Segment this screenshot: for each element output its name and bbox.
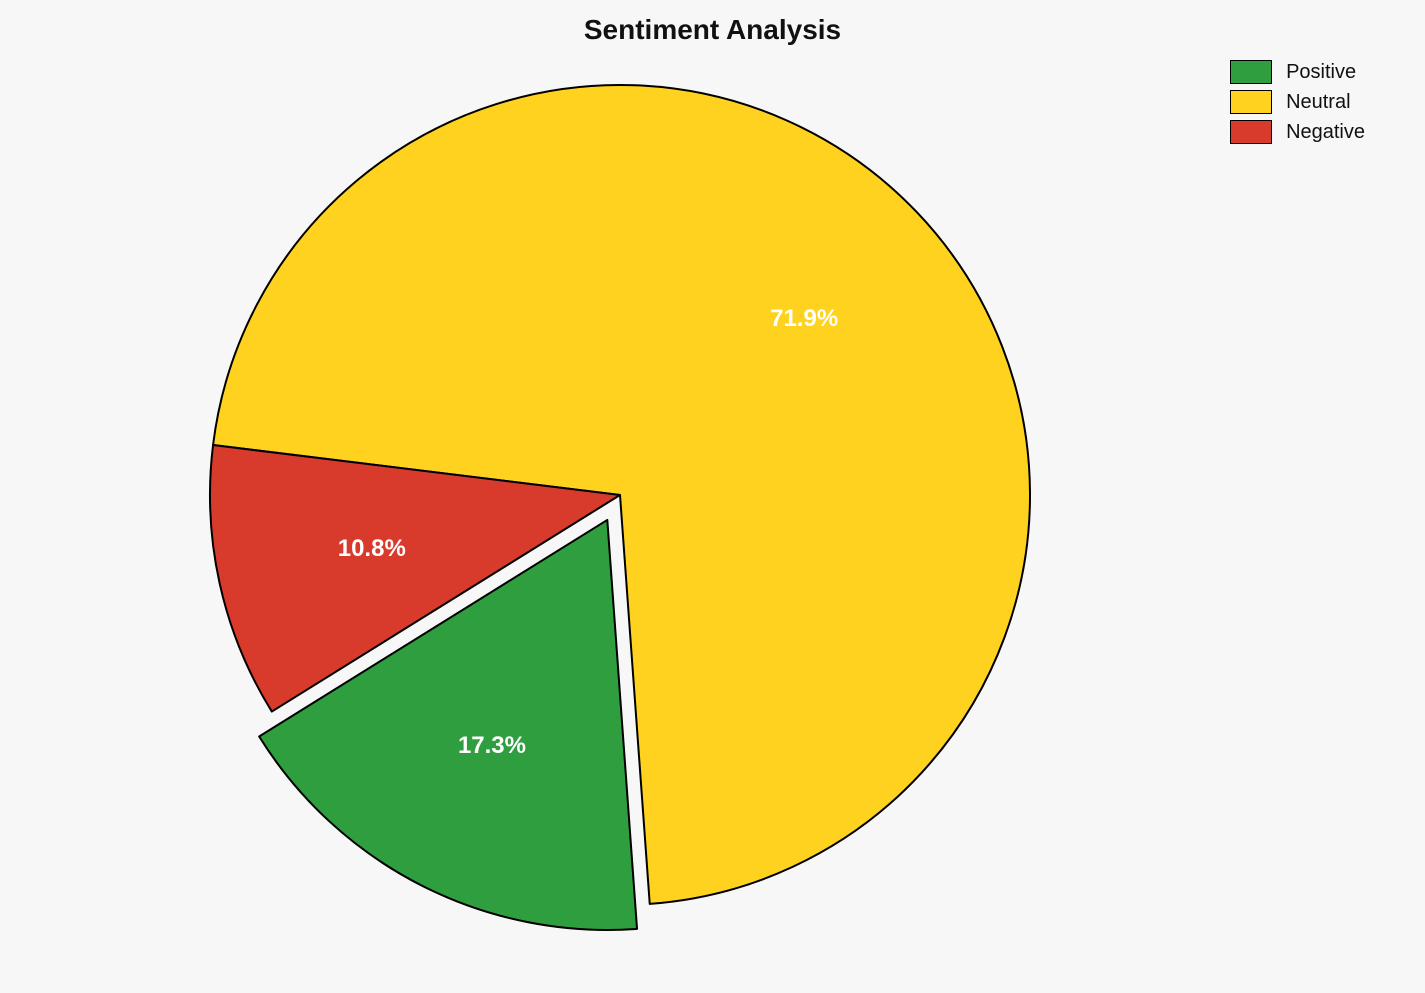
legend-swatch-neutral — [1230, 90, 1272, 114]
legend-label-positive: Positive — [1286, 61, 1356, 84]
slice-label-negative: 10.8% — [338, 535, 406, 562]
legend: Positive Neutral Negative — [1230, 60, 1365, 150]
legend-swatch-positive — [1230, 60, 1272, 84]
legend-item-positive: Positive — [1230, 60, 1365, 84]
legend-item-negative: Negative — [1230, 120, 1365, 144]
legend-item-neutral: Neutral — [1230, 90, 1365, 114]
legend-label-negative: Negative — [1286, 121, 1365, 144]
chart-container: Sentiment Analysis 71.9%17.3%10.8% Posit… — [0, 0, 1425, 993]
legend-swatch-negative — [1230, 120, 1272, 144]
legend-label-neutral: Neutral — [1286, 91, 1350, 114]
slice-label-neutral: 71.9% — [770, 305, 838, 332]
slice-label-positive: 17.3% — [458, 732, 526, 759]
pie-chart: 71.9% 17.3% 10.8% — [0, 0, 1425, 993]
